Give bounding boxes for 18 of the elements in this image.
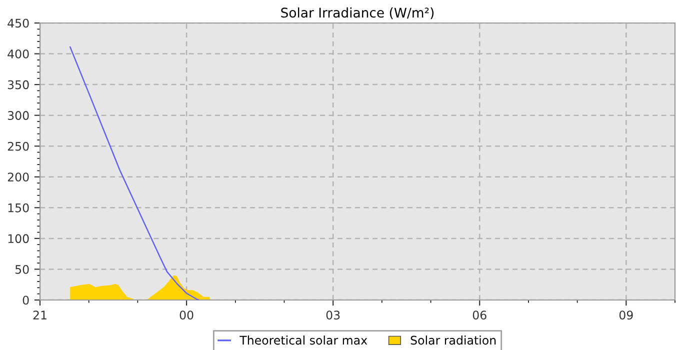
- y-tick-label: 0: [22, 296, 29, 305]
- chart-title: Solar Irradiance (W/m²): [281, 7, 434, 20]
- legend-label: Theoretical solar max: [240, 336, 368, 345]
- x-tick-label: 21: [33, 310, 46, 320]
- y-tick-label: 400: [8, 50, 29, 58]
- y-tick-label: 150: [8, 203, 29, 212]
- x-tick-label: 00: [180, 310, 194, 320]
- y-tick-label: 50: [15, 264, 29, 274]
- y-tick-label: 250: [8, 142, 29, 151]
- x-tick-label: 06: [472, 310, 486, 320]
- y-tick-label: 350: [8, 80, 29, 90]
- x-tick-label: 09: [619, 310, 633, 320]
- y-tick-label: 450: [8, 18, 29, 28]
- y-tick-label: 200: [8, 172, 29, 182]
- y-tick-label: 100: [8, 234, 29, 244]
- x-tick-label: 03: [326, 310, 340, 320]
- y-tick-label: 300: [8, 111, 29, 120]
- legend-label: Solar radiation: [410, 336, 496, 345]
